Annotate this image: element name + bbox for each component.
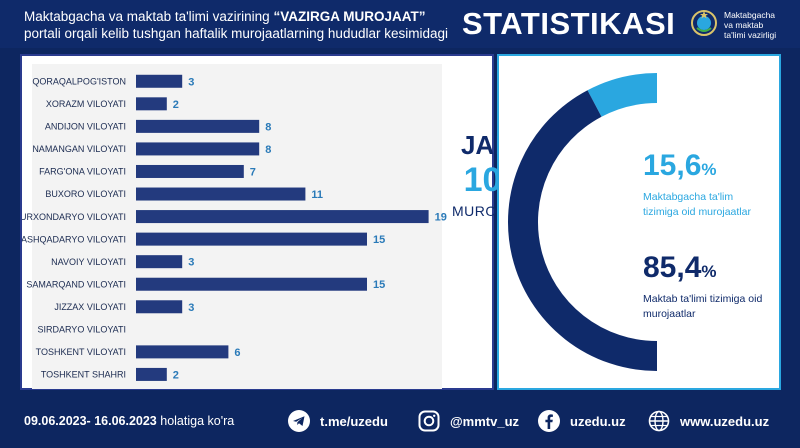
bar-value-label: 3: [188, 257, 194, 269]
bar-value-label: 3: [188, 302, 194, 314]
stat-percent-sign: %: [701, 262, 717, 281]
donut-chart: [508, 73, 658, 371]
stat-value: 85,4%: [643, 252, 762, 288]
bar-value-label: 15: [373, 279, 385, 291]
category-label: SIRDARYO VILOYATI: [37, 325, 126, 335]
stat-school: 85,4% Maktab ta'limi tizimiga oid muroja…: [643, 252, 762, 322]
stat-description-line: tizimiga oid murojaatlar: [643, 206, 751, 218]
instagram-link[interactable]: @mmtv_uz: [418, 409, 519, 433]
facebook-icon: [538, 410, 560, 432]
stat-percent-sign: %: [701, 160, 717, 179]
bar-value-label: 8: [265, 121, 271, 133]
stat-description: Maktabgacha ta'lim tizimiga oid murojaat…: [643, 190, 751, 220]
category-label: ANDIJON VILOYATI: [45, 122, 126, 132]
category-label: NAMANGAN VILOYATI: [32, 144, 126, 154]
instagram-label: @mmtv_uz: [450, 413, 520, 429]
stat-preschool: 15,6% Maktabgacha ta'lim tizimiga oid mu…: [643, 150, 751, 220]
report-period-suffix: holatiga ko'ra: [156, 414, 235, 428]
bar: [136, 119, 260, 133]
donut-panel: [497, 54, 781, 390]
header-line2: portali orqali kelib tushgan haftalik mu…: [24, 26, 448, 41]
stat-description-line: Maktab ta'limi tizimiga oid: [643, 293, 763, 305]
category-label: JIZZAX VILOYATI: [54, 302, 126, 312]
stat-number: 15,6: [643, 149, 702, 182]
category-label: FARG'ONA VILOYATI: [39, 167, 126, 177]
bar: [136, 210, 429, 224]
stat-description-line: Maktabgacha ta'lim: [643, 191, 734, 203]
bar-value-label: 8: [265, 144, 271, 156]
website-link[interactable]: www.uzedu.uz: [648, 409, 769, 433]
category-label: SAMARQAND VILOYATI: [26, 279, 126, 289]
donut-segment: [587, 73, 658, 117]
globe-icon: [648, 410, 670, 432]
category-label: TOSHKENT SHAHRI: [41, 370, 126, 380]
ministry-name: Maktabgacha va maktab ta'limi vazirligi: [724, 10, 776, 40]
bar-chart: QORAQALPOG'ISTON 3 XORAZM VILOYATI 2 ANDIJON…: [22, 74, 447, 381]
category-label: XORAZM VILOYATI: [46, 99, 126, 109]
website-label: www.uzedu.uz: [680, 413, 770, 429]
donut-segment: [508, 90, 658, 371]
category-label: QORAQALPOG'ISTON: [32, 76, 126, 86]
bar: [136, 232, 367, 246]
report-period: 09.06.2023- 16.06.2023 holatiga ko'ra: [24, 414, 234, 428]
bar-value-label: 7: [250, 166, 256, 178]
stat-value: 15,6%: [643, 150, 751, 186]
category-label: TOSHKENT VILOYATI: [36, 347, 126, 357]
header-line1: Maktabgacha va maktab ta'limi vazirining…: [24, 9, 425, 24]
chart-background: [32, 64, 442, 389]
ministry-line: ta'limi vazirligi: [724, 30, 777, 40]
chart-panel: QORAQALPOG'ISTON 3 XORAZM VILOYATI 2 ANDIJON…: [20, 54, 494, 390]
ministry-line: Maktabgacha: [724, 10, 776, 20]
header-line1-highlight: “VAZIRGA MUROJAAT”: [273, 9, 426, 24]
bar: [136, 142, 260, 156]
bar-value-label: 2: [173, 99, 179, 111]
header-line1-prefix: Maktabgacha va maktab ta'limi vazirining: [24, 9, 274, 24]
telegram-icon: [288, 410, 310, 432]
bar-value-label: 15: [373, 234, 385, 246]
bar: [136, 164, 244, 178]
category-label: BUXORO VILOYATI: [45, 189, 126, 199]
bar-value-label: 6: [234, 347, 240, 359]
stat-description-line: murojaatlar: [643, 308, 696, 320]
footer: 09.06.2023- 16.06.2023 holatiga ko'ra t.…: [0, 396, 800, 448]
bar-value-label: 2: [173, 369, 179, 381]
stat-description: Maktab ta'limi tizimiga oid murojaatlar: [643, 292, 762, 322]
telegram-label: t.me/uzedu: [320, 413, 388, 429]
instagram-icon: [418, 410, 440, 432]
category-label: QASHQADARYO VILOYATI: [22, 234, 126, 244]
category-label: NAVOIY VILOYATI: [51, 257, 126, 267]
bar: [136, 345, 229, 359]
bar: [136, 187, 306, 201]
telegram-link[interactable]: t.me/uzedu: [288, 409, 388, 433]
category-label: SURXONDARYO VILOYATI: [22, 212, 126, 222]
stat-number: 85,4: [643, 251, 702, 284]
header: Maktabgacha va maktab ta'limi vazirining…: [0, 0, 800, 48]
bar: [136, 74, 183, 88]
ministry-line: va maktab: [724, 20, 764, 30]
bar: [136, 255, 183, 269]
bar: [136, 277, 367, 291]
bar: [136, 367, 167, 381]
bar-value-label: 19: [435, 212, 447, 224]
bar: [136, 300, 183, 314]
facebook-label: uzedu.uz: [570, 413, 626, 429]
bar-value-label: 11: [311, 189, 323, 201]
bar: [136, 97, 167, 111]
page-title: STATISTIKASI: [462, 6, 676, 41]
facebook-link[interactable]: uzedu.uz: [538, 409, 626, 433]
emblem-icon: [691, 10, 717, 36]
bar-value-label: 3: [188, 76, 194, 88]
report-period-dates: 09.06.2023- 16.06.2023: [24, 414, 157, 428]
